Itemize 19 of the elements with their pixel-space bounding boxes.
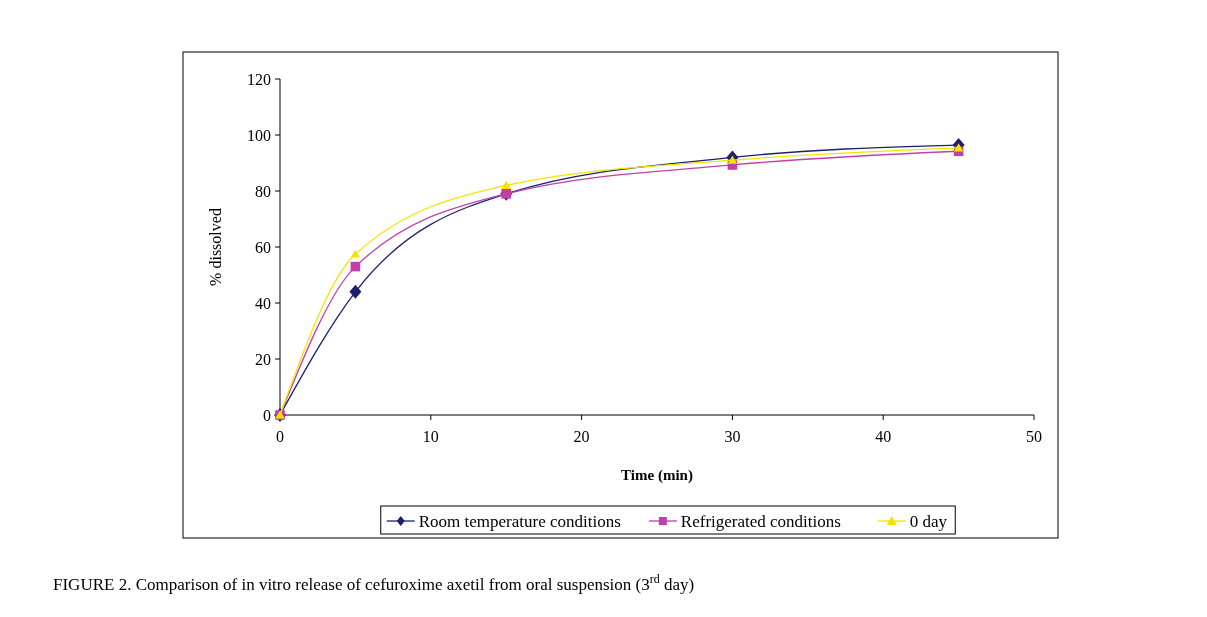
x-tick-label: 20	[573, 428, 590, 445]
y-tick-label: 20	[255, 350, 271, 368]
y-tick-label: 60	[255, 238, 271, 256]
x-tick-label: 30	[724, 428, 741, 445]
x-tick-label: 50	[1026, 428, 1042, 445]
y-axis-title: % dissolved	[207, 208, 224, 286]
x-axis-title: Time (min)	[621, 467, 693, 484]
legend-label: Room temperature conditions	[418, 511, 621, 531]
y-tick-label: 120	[247, 70, 271, 88]
x-tick-label: 0	[276, 428, 284, 445]
legend-label: Refrigerated conditions	[680, 511, 841, 531]
y-tick-label: 100	[247, 126, 271, 144]
y-tick-label: 40	[255, 294, 271, 312]
y-tick-label: 0	[263, 406, 271, 424]
legend-label: 0 day	[909, 511, 948, 531]
x-tick-label: 40	[875, 428, 892, 445]
y-tick-label: 80	[255, 182, 271, 200]
caption: FIGURE 2. Comparison of in vitro release of cefuroxime axetil from oral suspension (3$^{rd}$ day)	[53, 572, 695, 594]
x-tick-label: 10	[422, 428, 439, 445]
